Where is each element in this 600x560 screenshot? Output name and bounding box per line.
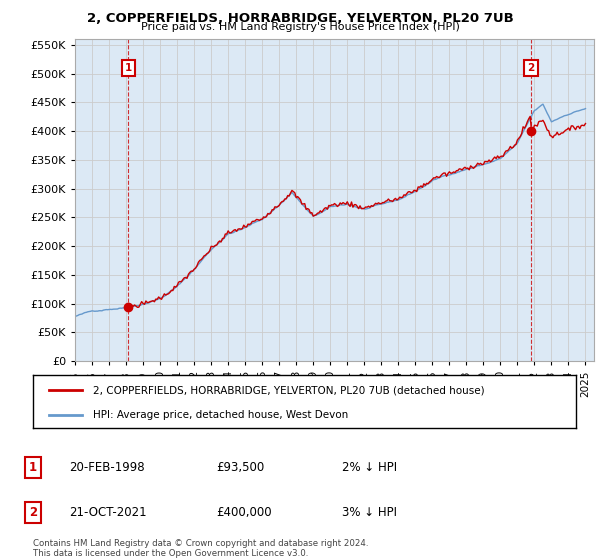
Text: 2% ↓ HPI: 2% ↓ HPI	[342, 461, 397, 474]
Text: 3% ↓ HPI: 3% ↓ HPI	[342, 506, 397, 519]
Text: 1: 1	[29, 461, 37, 474]
Text: Contains HM Land Registry data © Crown copyright and database right 2024.
This d: Contains HM Land Registry data © Crown c…	[33, 539, 368, 558]
Text: £93,500: £93,500	[216, 461, 264, 474]
Text: £400,000: £400,000	[216, 506, 272, 519]
Text: Price paid vs. HM Land Registry's House Price Index (HPI): Price paid vs. HM Land Registry's House …	[140, 22, 460, 32]
Text: 2: 2	[527, 63, 535, 73]
Text: 21-OCT-2021: 21-OCT-2021	[69, 506, 146, 519]
Text: HPI: Average price, detached house, West Devon: HPI: Average price, detached house, West…	[93, 410, 348, 420]
Text: 2, COPPERFIELDS, HORRABRIDGE, YELVERTON, PL20 7UB (detached house): 2, COPPERFIELDS, HORRABRIDGE, YELVERTON,…	[93, 385, 484, 395]
Text: 2, COPPERFIELDS, HORRABRIDGE, YELVERTON, PL20 7UB: 2, COPPERFIELDS, HORRABRIDGE, YELVERTON,…	[86, 12, 514, 25]
Text: 1: 1	[125, 63, 132, 73]
Text: 20-FEB-1998: 20-FEB-1998	[69, 461, 145, 474]
Text: 2: 2	[29, 506, 37, 519]
